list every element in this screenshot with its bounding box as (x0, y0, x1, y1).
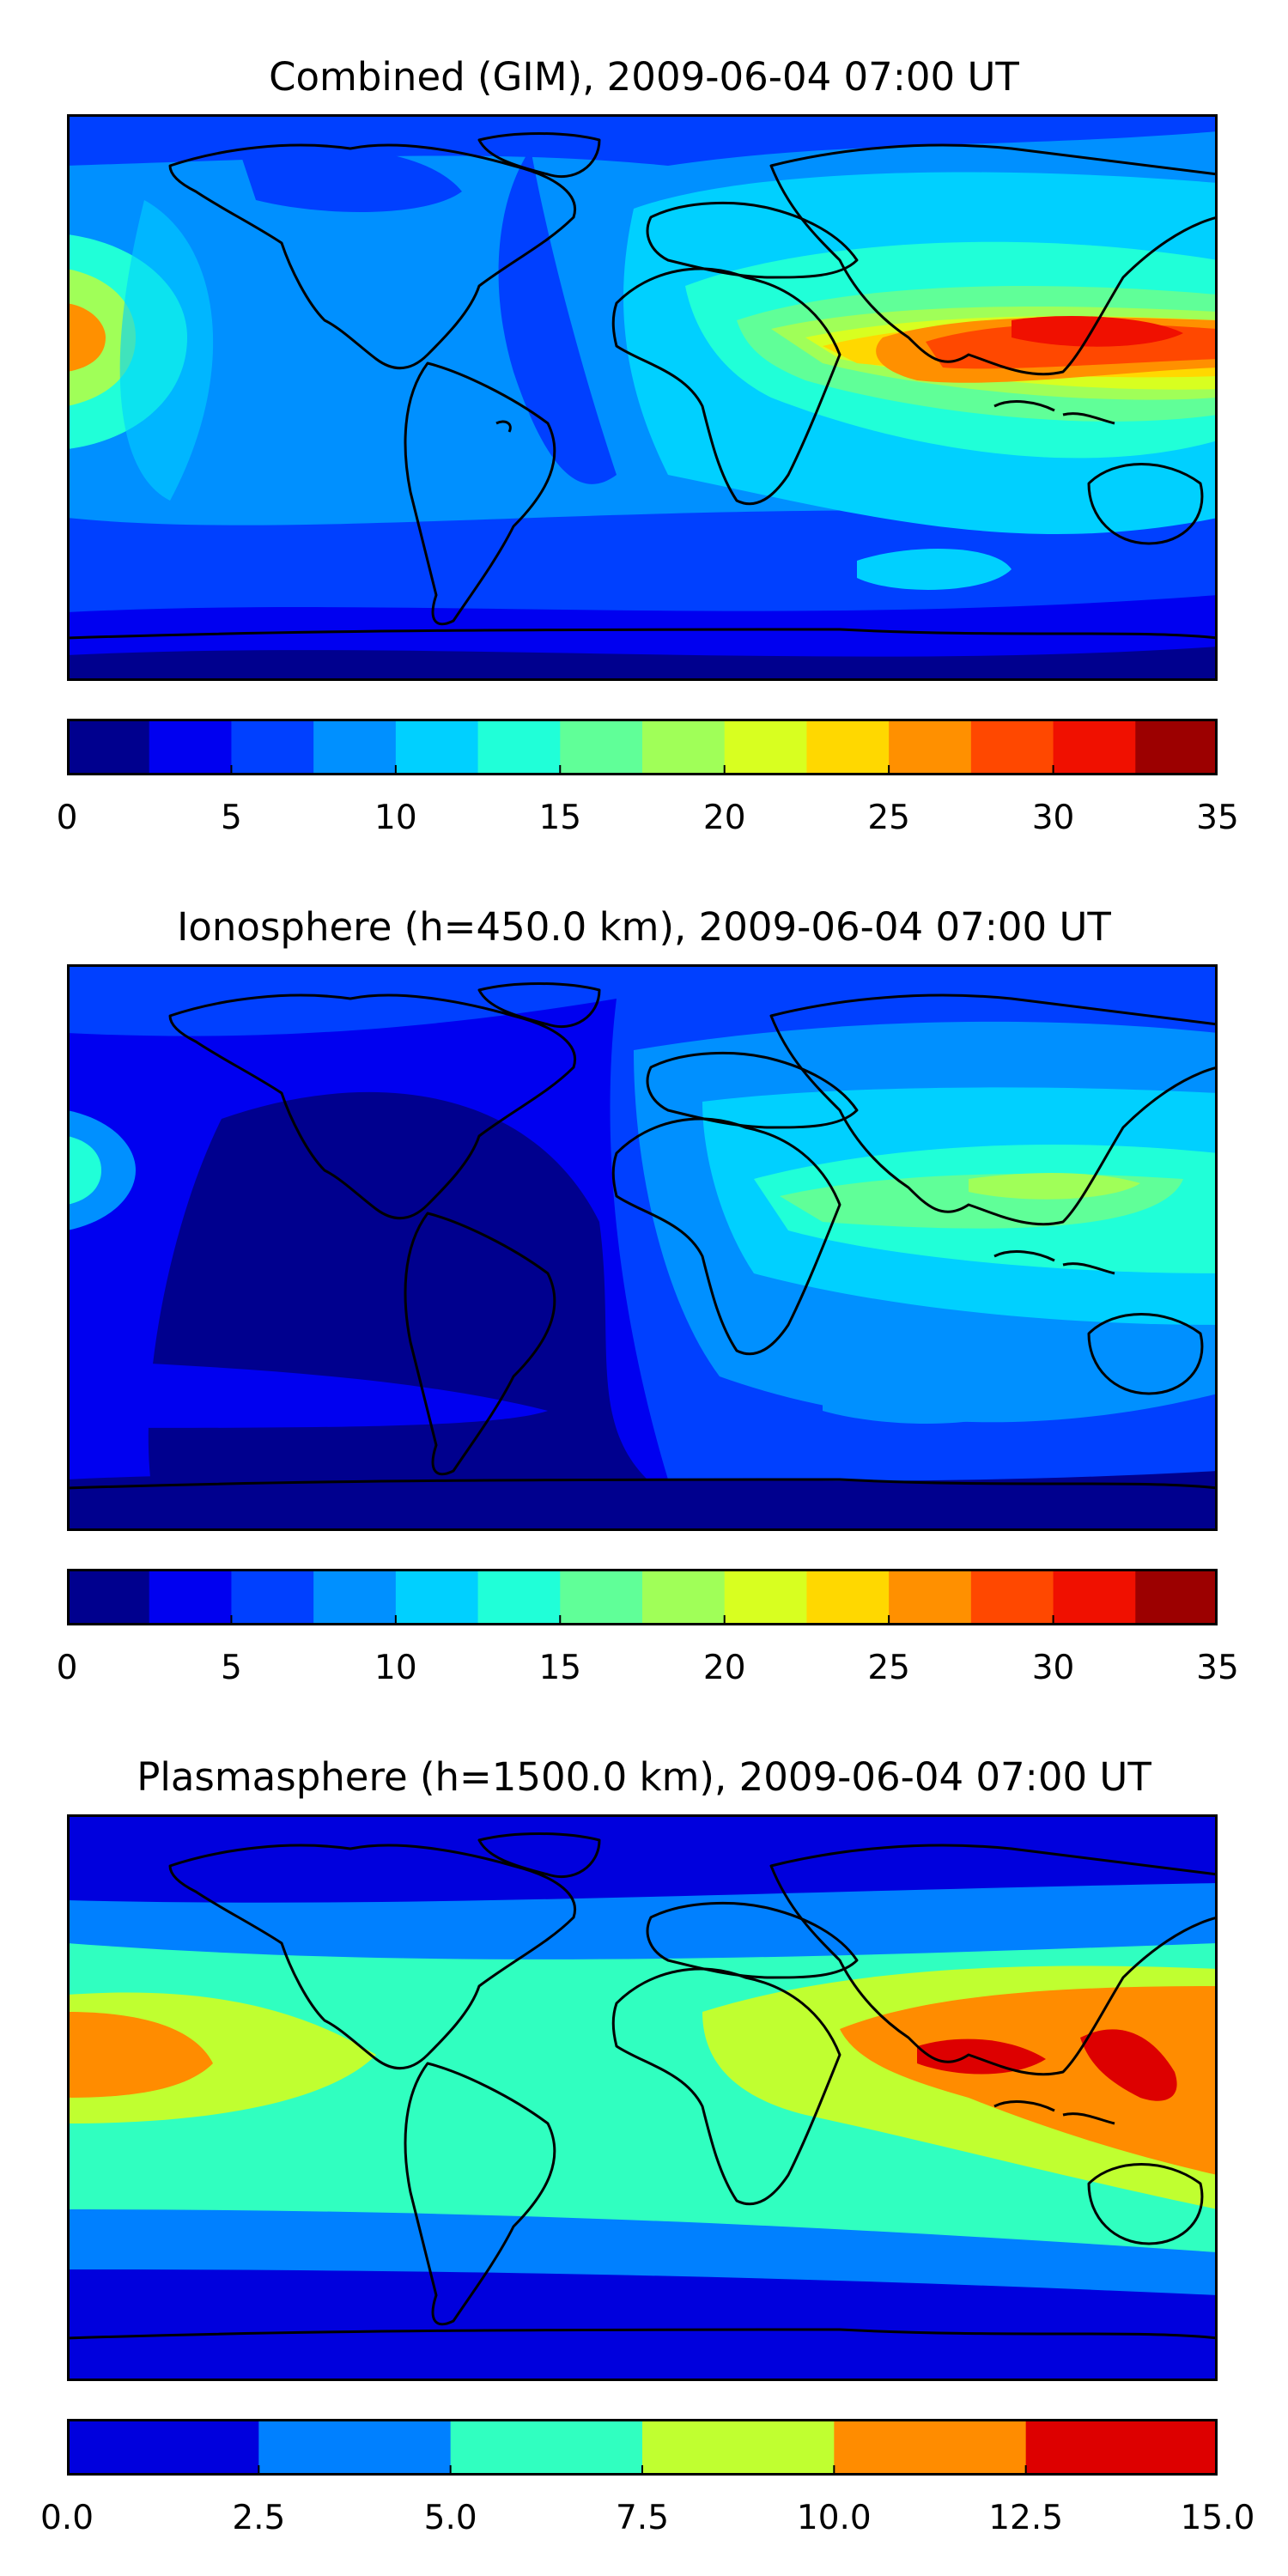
colorbar-frame (67, 719, 1218, 775)
colorbar-segment (642, 1569, 726, 1625)
chart-title: Combined (GIM), 2009-06-04 07:00 UT (269, 54, 1019, 100)
colorbar (67, 1569, 1218, 1625)
colorbar-segment (395, 1569, 479, 1625)
colorbar-ticks: 0 5 10 15 20 25 30 35 (0, 799, 1288, 841)
colorbar-segment (395, 719, 479, 775)
colorbar-segment (67, 2419, 259, 2476)
colorbar-ticks: 0.0 2.5 5.0 7.5 10.0 12.5 15.0 (0, 2499, 1288, 2542)
colorbar-segment (889, 1569, 972, 1625)
colorbar (67, 719, 1218, 775)
colorbar-segment (477, 1569, 561, 1625)
colorbar-segment (149, 719, 232, 775)
colorbar-segment (970, 1569, 1054, 1625)
colorbar (67, 2419, 1218, 2476)
colorbar-tick-label: 0.0 (39, 2499, 94, 2537)
colorbar-tick-label: 12.5 (988, 2499, 1064, 2537)
colorbar-segment (970, 719, 1054, 775)
colorbar-tick-label: 35 (1196, 1649, 1239, 1687)
colorbar-tick-label: 20 (702, 1649, 746, 1687)
colorbar-tick-label: 5 (221, 1649, 242, 1687)
colorbar-segment (834, 2419, 1027, 2476)
colorbar-tick-label: 0 (56, 1649, 78, 1687)
colorbar-segment (67, 1569, 150, 1625)
colorbar-segment (1135, 719, 1218, 775)
colorbar-segment (642, 2419, 835, 2476)
colorbar-tick-label: 20 (702, 799, 746, 837)
colorbar-tick-label: 5.0 (423, 2499, 477, 2537)
colorbar-tick-label: 10 (374, 1649, 417, 1687)
colorbar-tick-label: 15 (538, 1649, 582, 1687)
tec-map (67, 114, 1218, 681)
colorbar-tick-label: 25 (867, 1649, 910, 1687)
colorbar-segment (642, 719, 726, 775)
colorbar-ticks: 0 5 10 15 20 25 30 35 (0, 1649, 1288, 1692)
colorbar-tick-label: 30 (1031, 1649, 1075, 1687)
colorbar-tick-label: 2.5 (232, 2499, 286, 2537)
colorbar-segment (477, 719, 561, 775)
colorbar-segment (231, 1569, 314, 1625)
colorbar-tick-label: 0 (56, 799, 78, 837)
tec-map (67, 964, 1218, 1531)
colorbar-segment (1025, 2419, 1218, 2476)
colorbar-tick-label: 30 (1031, 799, 1075, 837)
colorbar-segment (806, 719, 890, 775)
chart-title: Ionosphere (h=450.0 km), 2009-06-04 07:0… (177, 904, 1111, 950)
colorbar-segment (231, 719, 314, 775)
colorbar-segment (1135, 1569, 1218, 1625)
colorbar-segment (313, 1569, 397, 1625)
colorbar-segment (889, 719, 972, 775)
colorbar-segment (724, 1569, 807, 1625)
colorbar-tick-label: 5 (221, 799, 242, 837)
colorbar-segment (806, 1569, 890, 1625)
colorbar-segment (724, 719, 807, 775)
colorbar-segment (450, 2419, 643, 2476)
chart-title: Plasmasphere (h=1500.0 km), 2009-06-04 0… (137, 1754, 1151, 1800)
colorbar-segment (560, 1569, 643, 1625)
colorbar-segment (560, 719, 643, 775)
colorbar-tick-label: 10.0 (796, 2499, 872, 2537)
colorbar-frame (67, 1569, 1218, 1625)
colorbar-segment (258, 2419, 452, 2476)
colorbar-tick-label: 35 (1196, 799, 1239, 837)
colorbar-segment (67, 719, 150, 775)
colorbar-segment (1053, 719, 1136, 775)
tec-map (67, 1814, 1218, 2381)
colorbar-segment (1053, 1569, 1136, 1625)
colorbar-tick-label: 7.5 (615, 2499, 670, 2537)
colorbar-tick-label: 10 (374, 799, 417, 837)
colorbar-segment (313, 719, 397, 775)
colorbar-segment (149, 1569, 232, 1625)
colorbar-tick-label: 15.0 (1180, 2499, 1255, 2537)
colorbar-tick-label: 25 (867, 799, 910, 837)
colorbar-tick-label: 15 (538, 799, 582, 837)
